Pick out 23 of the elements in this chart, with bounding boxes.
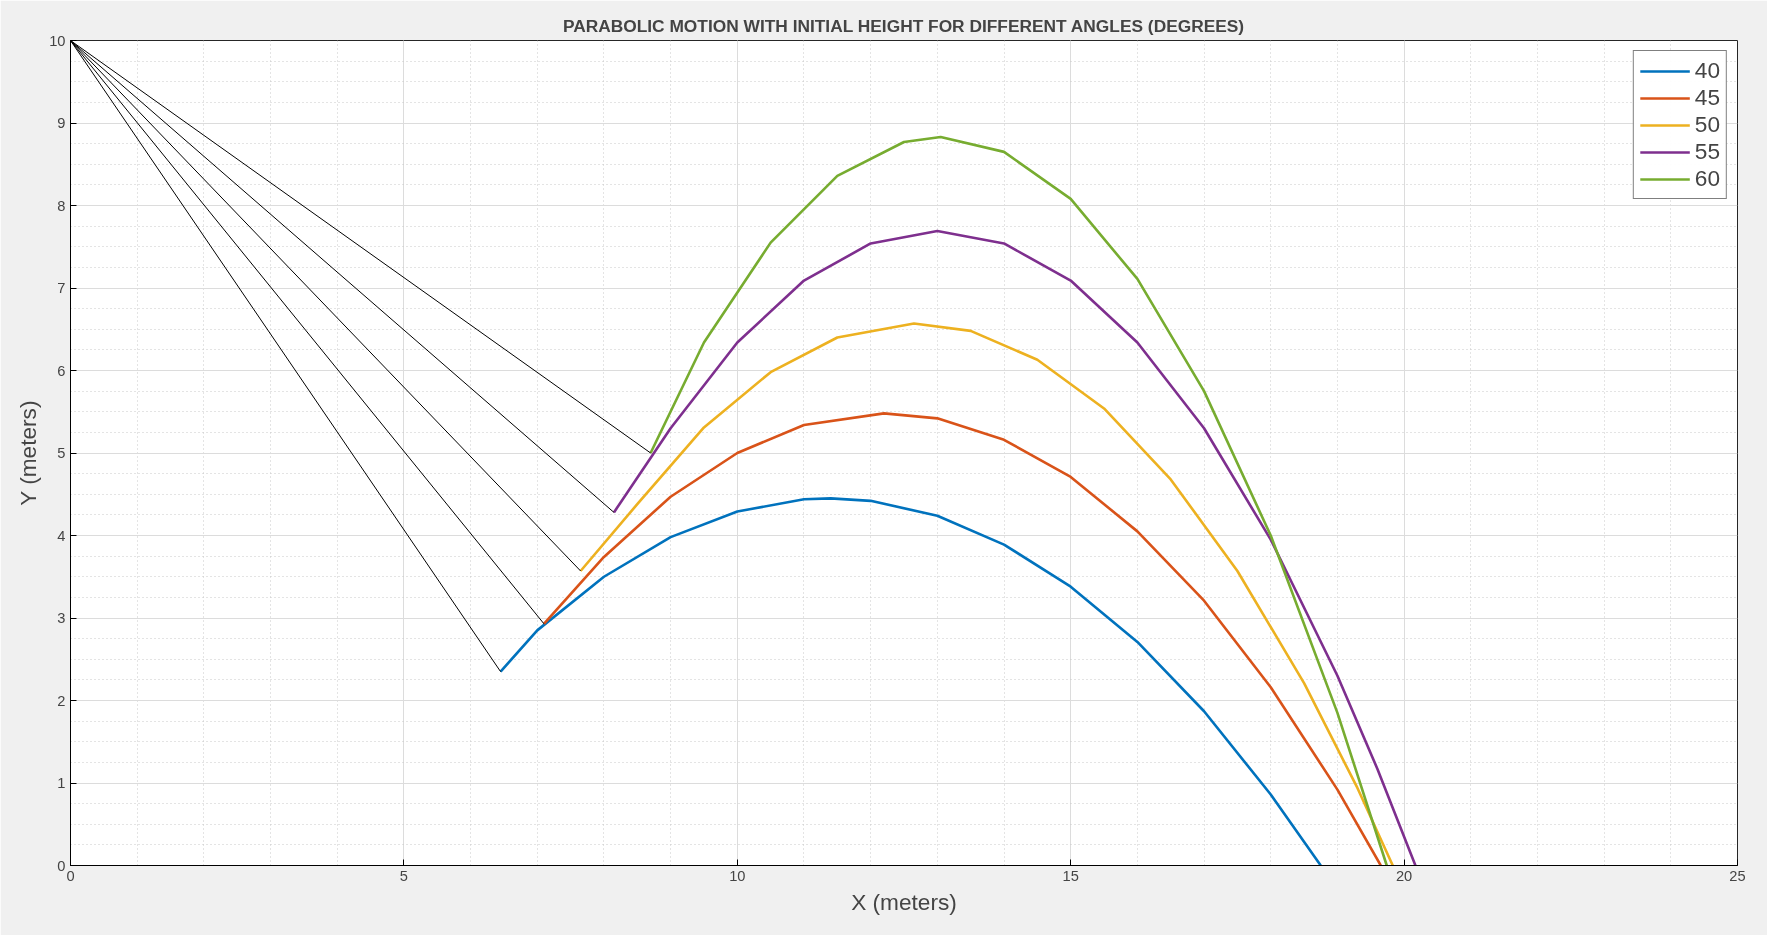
y-tick-label: 2: [57, 692, 66, 709]
y-tick-label: 6: [57, 362, 66, 379]
y-tick-label: 5: [57, 445, 66, 461]
x-tick-label: 20: [1395, 867, 1413, 884]
y-tick-label: 1: [57, 775, 66, 791]
y-tick-label: 10: [49, 32, 66, 49]
legend-label: 60: [1694, 165, 1720, 192]
legend-label: 50: [1694, 111, 1720, 138]
y-tick-label: 4: [57, 527, 66, 544]
x-tick-label: 5: [399, 867, 408, 884]
y-tick-label: 3: [57, 610, 66, 626]
legend-label: 45: [1694, 84, 1720, 111]
x-tick-label: 15: [1062, 867, 1079, 884]
y-tick-label: 7: [57, 280, 66, 296]
legend-label: 55: [1694, 138, 1720, 165]
x-tick-label: 10: [729, 867, 746, 884]
x-tick-label: 25: [1729, 867, 1746, 884]
y-tick-label: 9: [57, 115, 66, 131]
y-tick-label: 8: [57, 197, 66, 214]
chart-title: PARABOLIC MOTION WITH INITIAL HEIGHT FOR DIFFERENT ANGLES (DEGREES): [562, 15, 1245, 36]
x-axis-title: X (meters): [851, 888, 957, 915]
legend-label: 40: [1694, 57, 1720, 84]
y-axis-title: Y (meters): [15, 400, 42, 506]
